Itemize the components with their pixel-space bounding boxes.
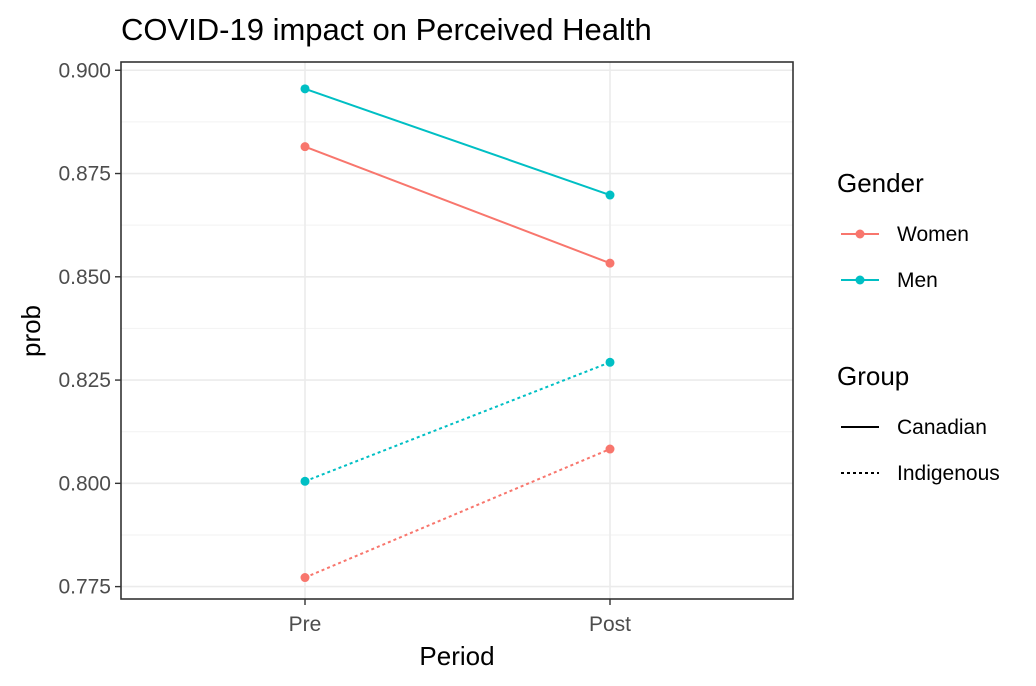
- data-point-men-canadian: [300, 84, 310, 94]
- series-line-women-indigenous: [304, 448, 611, 579]
- legend-label: Canadian: [897, 416, 987, 439]
- series-line-men-canadian: [304, 87, 611, 196]
- x-axis: Pre Post: [289, 599, 631, 636]
- series-line-women-canadian: [304, 145, 611, 265]
- y-tick-label: 0.800: [58, 472, 111, 495]
- y-tick-label: 0.775: [58, 576, 111, 599]
- y-tick-label: 0.900: [58, 59, 111, 82]
- data-point-men-indigenous: [605, 357, 615, 367]
- data-point-women-canadian: [300, 142, 310, 152]
- legend-gender-title: Gender: [837, 168, 924, 198]
- legend-label: Indigenous: [897, 462, 1000, 485]
- chart-title: COVID-19 impact on Perceived Health: [121, 12, 652, 47]
- panel-border: [120, 61, 794, 600]
- legend-group: Group Canadian Indigenous: [837, 361, 1000, 485]
- x-axis-title: Period: [419, 641, 494, 671]
- legend-label: Men: [897, 269, 938, 292]
- y-tick-label: 0.825: [58, 369, 111, 392]
- data-point-men-canadian: [605, 190, 615, 200]
- legend-label: Women: [897, 223, 969, 246]
- y-tick-label: 0.850: [58, 266, 111, 289]
- legend-key-point: [855, 229, 865, 239]
- x-tick-label: Post: [589, 613, 631, 636]
- data-point-men-indigenous: [300, 476, 310, 486]
- x-tick-label: Pre: [289, 613, 322, 636]
- data-point-women-indigenous: [605, 444, 615, 454]
- y-axis-title: prob: [16, 305, 46, 357]
- y-tick-label: 0.875: [58, 163, 111, 186]
- data-point-women-canadian: [605, 258, 615, 268]
- series-line-men-indigenous: [304, 361, 611, 483]
- y-axis: 0.775 0.800 0.825 0.850 0.875 0.900: [58, 59, 121, 599]
- legend-key-point: [855, 275, 865, 285]
- grid: [121, 62, 793, 599]
- data-point-women-indigenous: [300, 573, 310, 583]
- legend-group-title: Group: [837, 361, 909, 391]
- legend-gender: Gender Women Men: [837, 168, 969, 292]
- plot-series: [300, 84, 615, 583]
